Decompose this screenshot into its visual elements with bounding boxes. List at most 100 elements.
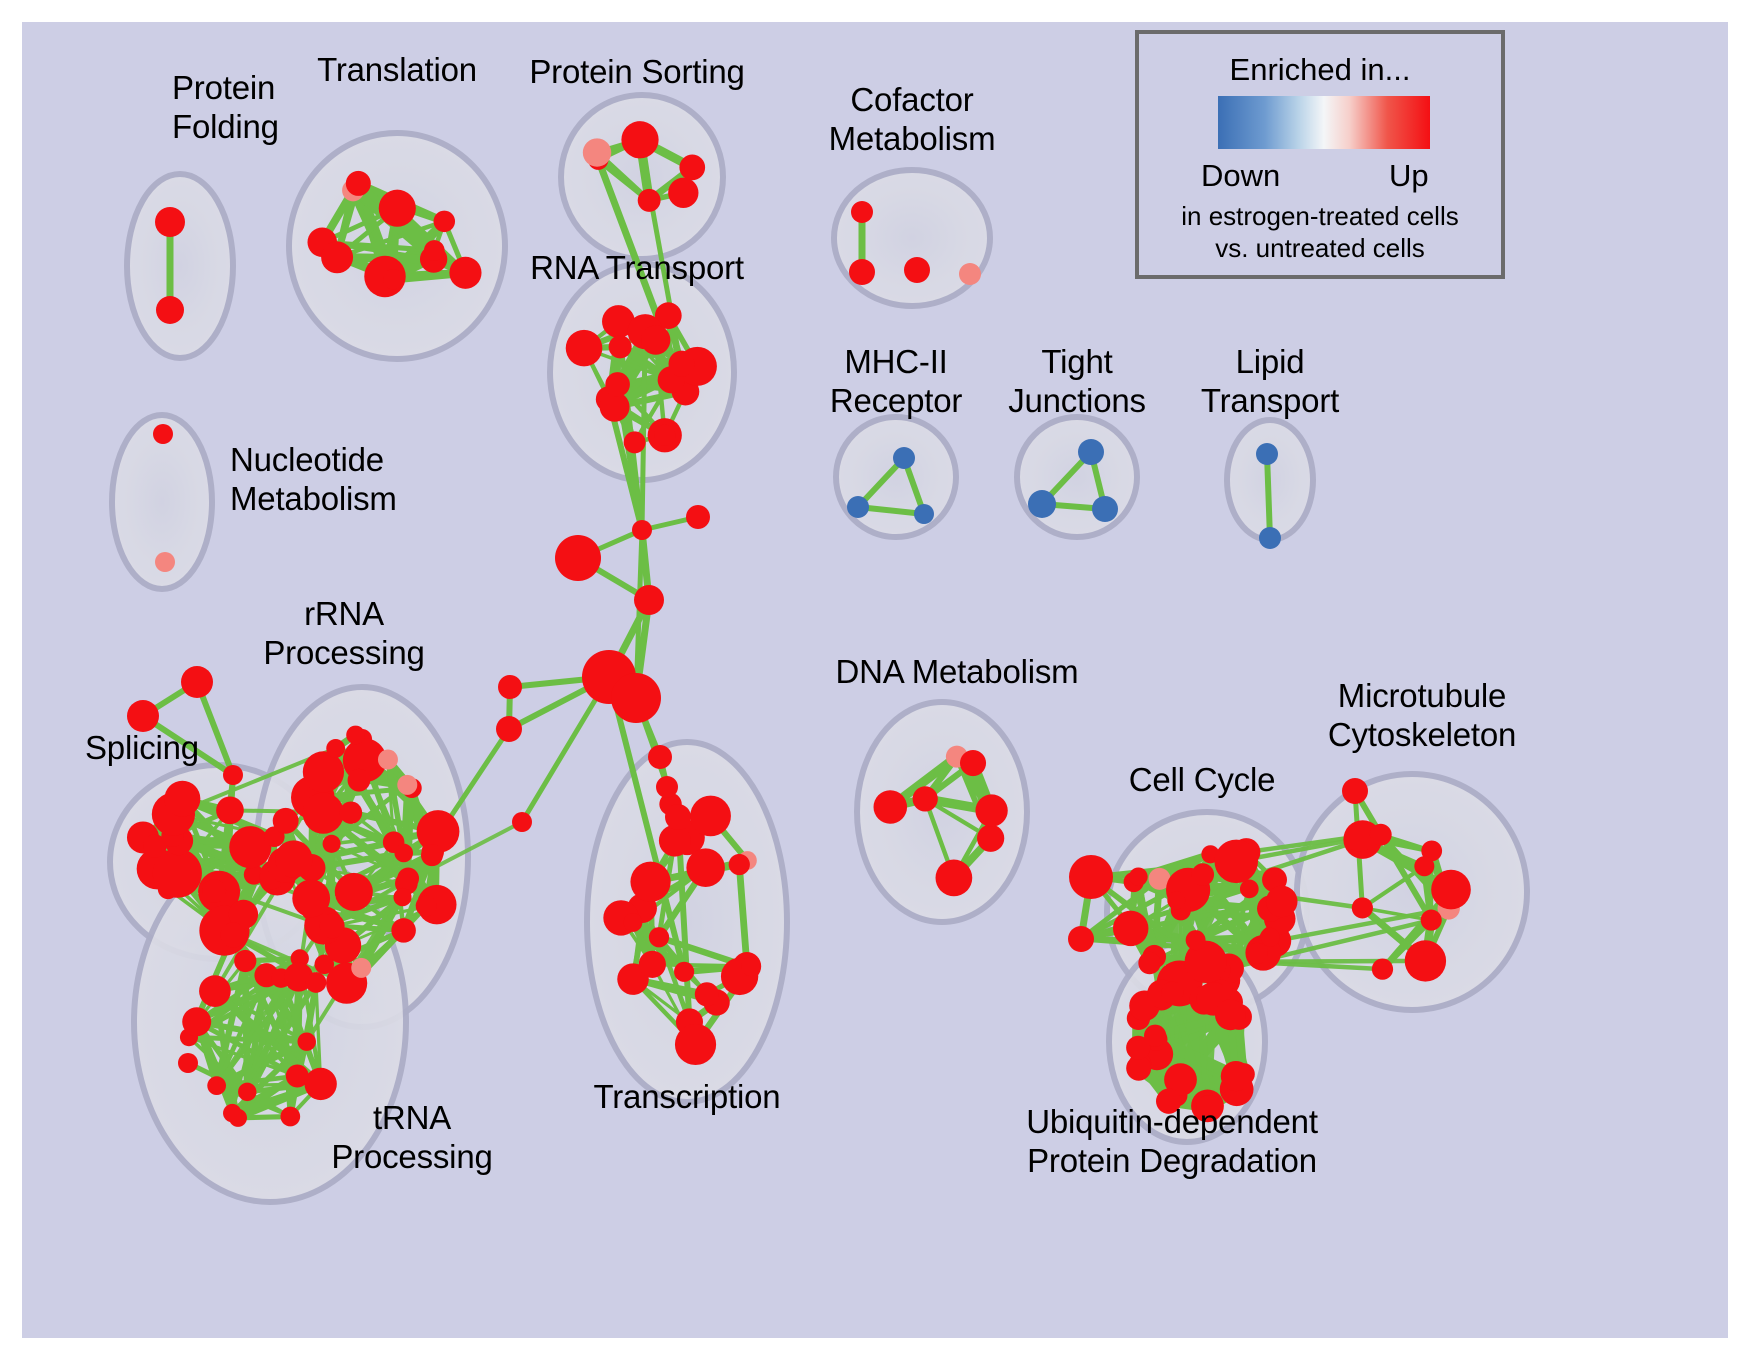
cluster-label-line: Junctions xyxy=(1008,382,1146,419)
legend-colorbar xyxy=(1218,96,1430,149)
cluster-label-cofactor-metabolism: Cofactor Metabolism xyxy=(829,80,996,158)
network-node-splicing xyxy=(228,899,259,930)
cluster-label-line: Lipid xyxy=(1235,343,1305,380)
network-node-trna-processing xyxy=(223,1103,242,1123)
network-node-rna-transport xyxy=(608,335,632,359)
network-node-splicing xyxy=(229,826,272,869)
network-node-bridge xyxy=(686,505,710,529)
network-node-translation xyxy=(433,210,456,233)
network-node-cell-cycle xyxy=(1184,940,1227,984)
network-edge xyxy=(278,975,324,1087)
network-edge xyxy=(637,137,688,395)
cluster-hull-cofactor-metabolism xyxy=(831,167,993,309)
network-node-rrna-processing xyxy=(415,895,437,917)
network-node-ubiquitin-protein-degradation xyxy=(1214,999,1246,1031)
network-node-bridge xyxy=(181,666,213,698)
network-node-dna-metabolism xyxy=(959,750,987,777)
network-edge xyxy=(400,852,435,934)
network-node-ubiquitin-protein-degradation xyxy=(1196,1095,1221,1121)
network-node-rna-transport xyxy=(654,424,676,446)
network-node-cell-cycle xyxy=(1265,885,1298,918)
legend-panel: Enriched in... Down Up in estrogen-treat… xyxy=(1135,30,1505,279)
network-node-mhc-ii-receptor xyxy=(893,447,915,469)
network-node-cell-cycle xyxy=(1148,867,1171,890)
cluster-hull-mhc-ii-receptor xyxy=(833,414,959,540)
network-node-rrna-processing xyxy=(339,801,363,824)
network-node-transcription xyxy=(728,853,750,876)
network-node-mhc-ii-receptor xyxy=(914,504,934,524)
network-node-rrna-processing xyxy=(347,768,371,792)
network-edge xyxy=(334,219,447,260)
network-edge xyxy=(1244,834,1363,855)
network-node-trna-processing xyxy=(182,1007,212,1037)
cluster-label-line: Metabolism xyxy=(230,480,397,517)
network-node-transcription xyxy=(690,795,731,837)
network-node-rrna-processing xyxy=(322,834,341,853)
network-edge xyxy=(606,674,688,975)
network-node-bridge xyxy=(127,700,159,732)
network-edge xyxy=(855,455,907,510)
legend-title: Enriched in... xyxy=(1229,52,1411,87)
network-node-lipid-transport xyxy=(1256,443,1278,465)
network-node-bridge xyxy=(512,812,532,832)
network-node-dna-metabolism xyxy=(935,859,973,897)
network-node-microtubule-cytoskeleton xyxy=(1421,840,1443,862)
cluster-label-trna-processing: tRNA Processing xyxy=(331,1098,492,1176)
network-node-rna-transport xyxy=(602,305,635,338)
network-node-ubiquitin-protein-degradation xyxy=(1164,1063,1197,1096)
network-node-protein-sorting xyxy=(668,177,699,208)
cluster-label-ubiquitin-protein-degradation: Ubiquitin-dependent Protein Degradation xyxy=(1026,1102,1318,1180)
network-node-ubiquitin-protein-degradation xyxy=(1126,1035,1151,1060)
network-node-cell-cycle xyxy=(1260,927,1280,947)
network-node-ubiquitin-protein-degradation xyxy=(1143,1024,1167,1047)
network-node-bridge xyxy=(555,535,601,581)
network-node-tight-junctions xyxy=(1092,496,1118,522)
cluster-label-protein-folding: Protein Folding xyxy=(172,68,279,146)
network-node-rrna-processing xyxy=(397,867,420,890)
cluster-label-rrna-processing: rRNA Processing xyxy=(263,594,424,672)
cluster-label-line: Processing xyxy=(263,634,425,671)
cluster-label-protein-sorting: Protein Sorting xyxy=(529,52,744,91)
network-nodes xyxy=(126,121,1471,1127)
network-edge xyxy=(355,776,412,882)
cluster-label-line: Microtubule xyxy=(1337,677,1507,714)
network-node-trna-processing xyxy=(199,975,231,1007)
network-node-bridge xyxy=(611,673,661,723)
network-node-protein-sorting xyxy=(621,121,659,159)
network-node-cell-cycle xyxy=(1185,930,1206,951)
cluster-label-line: Protein xyxy=(172,69,276,106)
network-node-splicing xyxy=(164,780,201,817)
network-node-rna-transport xyxy=(654,302,682,330)
network-node-trna-processing xyxy=(220,922,246,948)
cluster-label-nucleotide-metabolism: Nucleotide Metabolism xyxy=(230,440,397,518)
cluster-label-line: Cell Cycle xyxy=(1128,761,1276,798)
network-node-splicing xyxy=(143,834,167,858)
network-node-rrna-processing xyxy=(319,913,345,939)
cluster-label-line: Metabolism xyxy=(828,120,996,157)
network-node-splicing xyxy=(152,848,202,898)
cluster-label-line: Processing xyxy=(331,1138,493,1175)
network-node-cofactor-metabolism xyxy=(904,257,930,283)
network-node-tight-junctions xyxy=(1028,490,1056,518)
cluster-label-line: RNA Transport xyxy=(530,249,744,286)
network-node-translation xyxy=(449,256,482,289)
network-node-rrna-processing xyxy=(334,872,373,911)
network-node-cofactor-metabolism xyxy=(851,201,873,223)
network-node-cell-cycle xyxy=(1112,910,1149,947)
network-node-bridge xyxy=(1069,855,1113,899)
network-node-trna-processing xyxy=(297,1032,316,1051)
cluster-label-line: Translation xyxy=(317,51,477,88)
network-node-rrna-processing xyxy=(302,751,345,793)
network-node-transcription xyxy=(741,957,760,977)
network-node-transcription xyxy=(686,848,725,887)
network-node-rrna-processing xyxy=(420,844,443,867)
network-edge xyxy=(519,674,612,825)
network-node-protein-folding xyxy=(155,207,185,237)
cluster-label-microtubule-cytoskeleton: Microtubule Cytoskeleton xyxy=(1328,676,1517,754)
network-node-nucleotide-metabolism xyxy=(153,424,173,444)
network-node-ubiquitin-protein-degradation xyxy=(1126,1055,1152,1081)
network-node-cell-cycle xyxy=(1167,891,1186,910)
network-node-splicing xyxy=(202,879,227,903)
legend-up-label: Up xyxy=(1389,158,1429,193)
network-node-bridge xyxy=(223,765,243,785)
